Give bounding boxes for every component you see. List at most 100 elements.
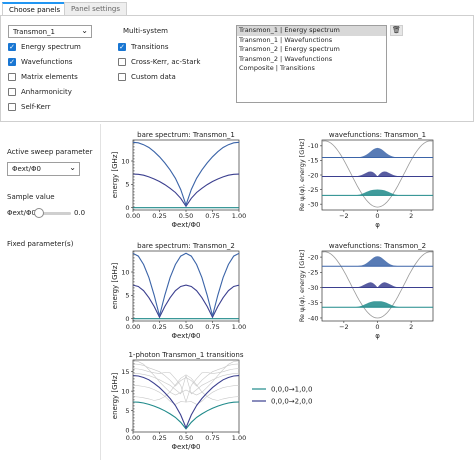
y-tick-label: 10 xyxy=(121,157,129,165)
checkmark-icon: ✓ xyxy=(8,57,16,66)
wavefunction-fill-2 xyxy=(323,301,432,308)
plot-title: wavefunctions: Transmon_1 xyxy=(329,131,426,139)
legend-label: 0,0,0→2,0,0 xyxy=(271,398,313,406)
multisystem-checkbox-0[interactable]: ✓ Transitions xyxy=(118,43,169,51)
x-tick-label: 1.00 xyxy=(232,212,246,220)
y-tick-label: -35 xyxy=(308,299,319,307)
panel-checkbox-2[interactable]: Matrix elements xyxy=(8,73,78,81)
panel-checkbox-label: Self-Kerr xyxy=(21,103,51,111)
panel-list-item[interactable]: Composite | Transitions xyxy=(239,64,315,72)
x-axis-label: Φext/Φ0 xyxy=(172,443,201,451)
background-transition-line xyxy=(132,360,240,396)
plot-transitions: 0.00 0.25 0.50 0.75 1.00 0 5 10 15 xyxy=(121,359,246,442)
x-tick-label: 0.75 xyxy=(205,212,219,220)
multisystem-checkbox-label: Custom data xyxy=(131,73,176,81)
x-tick-label: 0 xyxy=(375,323,379,331)
y-tick-label: -30 xyxy=(308,200,319,208)
y-axis-label: Re ψⱼ(φ), energy [GHz] xyxy=(298,139,306,211)
multisystem-checkbox-1[interactable]: Cross-Kerr, ac-Stark xyxy=(118,58,200,66)
plot-title: bare spectrum: Transmon_2 xyxy=(137,242,235,250)
series-line-0 xyxy=(132,401,240,430)
subsystem-select-value: Transmon_1 xyxy=(13,28,55,36)
panel-list-item[interactable]: Transmon_2 | Energy spectrum xyxy=(239,45,340,53)
panel-checkbox-0[interactable]: ✓ Energy spectrum xyxy=(8,43,81,51)
panel-checkbox-label: Anharmonicity xyxy=(21,88,72,96)
plot-title: wavefunctions: Transmon_2 xyxy=(329,242,426,250)
multisystem-checkbox-label: Transitions xyxy=(131,43,169,51)
y-tick-label: -40 xyxy=(308,314,319,322)
x-tick-label: −2 xyxy=(339,212,349,220)
sidebar-divider xyxy=(100,124,101,460)
sample-slider-track[interactable] xyxy=(37,212,71,215)
y-tick-label: -25 xyxy=(308,186,319,194)
panel-checkbox-3[interactable]: Anharmonicity xyxy=(8,88,72,96)
x-axis-label: Φext/Φ0 xyxy=(172,221,201,229)
y-tick-label: 15 xyxy=(121,368,129,376)
panel-checkbox-1[interactable]: ✓ Wavefunctions xyxy=(8,58,72,66)
sample-slider-handle[interactable] xyxy=(34,208,44,218)
checkbox-empty-icon xyxy=(8,88,16,96)
checkbox-empty-icon xyxy=(8,103,16,111)
plot-title: 1-photon Transmon_1 transitions xyxy=(128,351,243,359)
background-transition-line xyxy=(132,368,240,403)
panel-checkbox-4[interactable]: Self-Kerr xyxy=(8,103,50,111)
x-tick-label: 2 xyxy=(409,212,413,220)
x-tick-label: 0.25 xyxy=(152,434,166,442)
panel-list-item[interactable]: Transmon_2 | Wavefunctions xyxy=(239,54,333,63)
plot-bare-spectrum-1: 0.00 0.25 0.50 0.75 1.00 0 5 10 xyxy=(121,139,246,220)
plot-wavefunctions-1: −2 0 2 -10 -15 -20 -25 -30 xyxy=(308,139,434,220)
series-line-2 xyxy=(132,141,240,207)
x-tick-label: 2 xyxy=(409,323,413,331)
y-tick-label: -20 xyxy=(308,253,319,261)
multisystem-checkbox-2[interactable]: Custom data xyxy=(118,73,176,81)
axes-frame xyxy=(132,359,240,433)
trash-icon: 🗑 xyxy=(392,26,401,34)
sweep-param-value: Φext/Φ0 xyxy=(12,165,41,173)
background-transition-line xyxy=(132,372,240,395)
chevron-down-icon: ⌄ xyxy=(69,163,76,172)
series-line-1 xyxy=(132,173,240,208)
y-tick-label: -20 xyxy=(308,171,319,179)
panel-list-item[interactable]: Transmon_1 | Energy spectrum xyxy=(237,26,386,36)
potential-curve xyxy=(321,140,434,208)
subsystem-select[interactable]: Transmon_1 ⌄ xyxy=(8,25,92,38)
wavefunction-fill-1 xyxy=(323,282,432,288)
panel-checkbox-label: Matrix elements xyxy=(21,73,78,81)
wavefunction-fill-0 xyxy=(323,147,432,158)
y-tick-label: -15 xyxy=(308,157,319,165)
y-tick-label: 5 xyxy=(125,292,129,300)
tab-panel-settings[interactable]: Panel settings xyxy=(64,2,128,15)
x-axis-label: φ xyxy=(375,221,380,229)
checkmark-icon: ✓ xyxy=(8,42,16,51)
slider-label: Φext/Φ0 xyxy=(7,209,36,217)
sweep-param-select[interactable]: Φext/Φ0 ⌄ xyxy=(7,162,80,176)
checkbox-empty-icon xyxy=(8,73,16,81)
y-tick-label: 5 xyxy=(125,407,129,415)
panel-list[interactable]: Transmon_1 | Energy spectrum Transmon_1 |… xyxy=(236,25,387,103)
slider-readout: 0.0 xyxy=(74,209,86,217)
series-line-1 xyxy=(132,375,240,430)
plot-title: bare spectrum: Transmon_1 xyxy=(137,131,235,139)
sweep-param-label: Active sweep parameter xyxy=(7,148,93,156)
y-tick-label: 10 xyxy=(121,387,129,395)
x-tick-label: 0.00 xyxy=(126,323,140,331)
transitions-legend: 0,0,0→1,0,0 0,0,0→2,0,0 xyxy=(252,386,313,406)
checkbox-empty-icon xyxy=(118,58,126,66)
series-line-1 xyxy=(132,284,240,319)
x-tick-label: 0.50 xyxy=(179,434,193,442)
y-axis-label: energy [GHz] xyxy=(111,152,119,199)
x-tick-label: 1.00 xyxy=(232,323,246,331)
x-tick-label: −2 xyxy=(339,323,349,331)
background-transition-line xyxy=(132,363,240,387)
x-tick-label: 0.75 xyxy=(205,434,219,442)
background-transition-line xyxy=(132,374,240,401)
y-tick-label: 5 xyxy=(125,181,129,189)
y-axis-label: energy [GHz] xyxy=(111,263,119,310)
panel-list-item[interactable]: Transmon_1 | Wavefunctions xyxy=(239,35,333,44)
y-tick-label: 10 xyxy=(121,268,129,276)
panel-checkbox-label: Wavefunctions xyxy=(21,58,73,66)
delete-panel-button[interactable]: 🗑 xyxy=(390,25,403,36)
plot-bare-spectrum-2: 0.00 0.25 0.50 0.75 1.00 0 5 10 xyxy=(121,250,246,331)
x-tick-label: 0.50 xyxy=(179,212,193,220)
